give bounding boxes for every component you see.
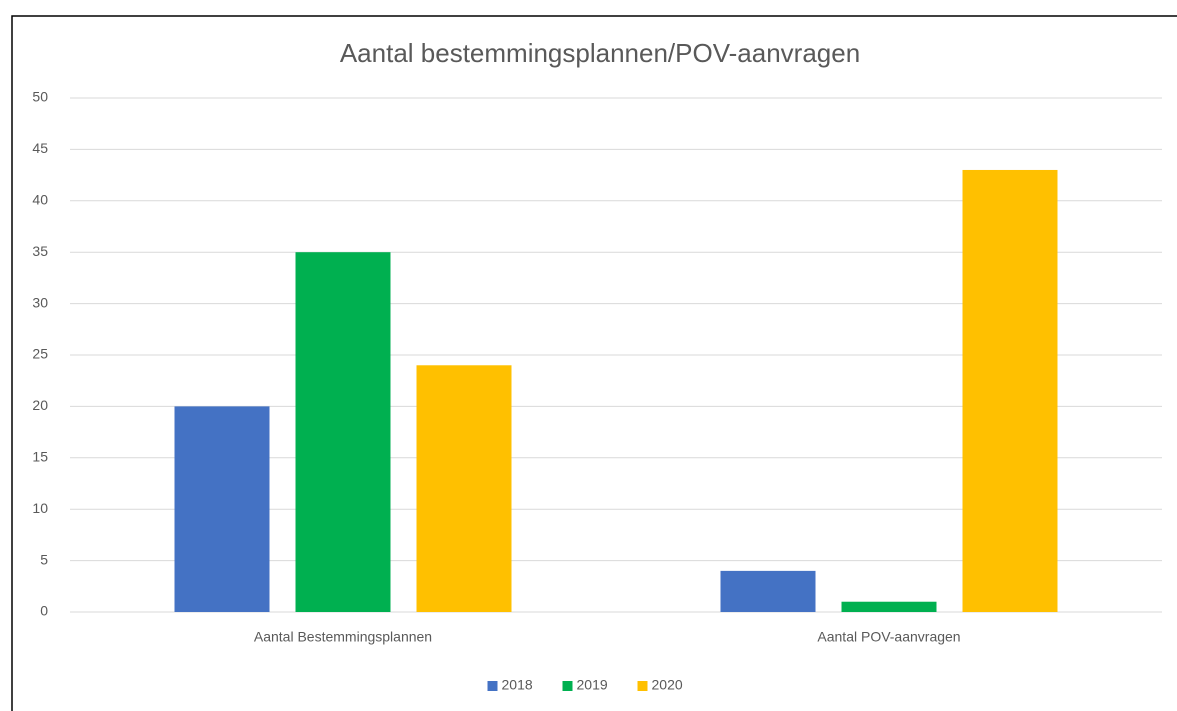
legend-swatch <box>637 681 648 691</box>
legend-label: 2020 <box>652 677 683 693</box>
y-tick-label: 10 <box>32 500 48 516</box>
y-tick-label: 30 <box>32 294 48 310</box>
legend-label: 2018 <box>502 677 533 693</box>
y-tick-label: 0 <box>40 603 48 619</box>
y-tick-label: 15 <box>32 449 48 465</box>
bar <box>295 252 391 612</box>
x-tick-label: Aantal Bestemmingsplannen <box>254 629 432 645</box>
bar <box>841 601 937 612</box>
y-tick-label: 50 <box>32 89 48 105</box>
chart-title: Aantal bestemmingsplannen/POV-aanvragen <box>340 38 860 68</box>
y-tick-label: 25 <box>32 346 48 362</box>
bar <box>174 406 270 612</box>
y-tick-label: 45 <box>32 140 48 156</box>
y-tick-label: 35 <box>32 243 48 259</box>
bar <box>416 365 512 612</box>
legend-swatch <box>487 681 498 691</box>
bar <box>962 169 1058 612</box>
y-tick-label: 5 <box>40 551 48 567</box>
y-tick-label: 20 <box>32 397 48 413</box>
bar <box>720 570 816 612</box>
x-tick-label: Aantal POV-aanvragen <box>817 629 960 645</box>
legend-swatch <box>562 681 573 691</box>
y-tick-label: 40 <box>32 192 48 208</box>
legend-label: 2019 <box>577 677 608 693</box>
